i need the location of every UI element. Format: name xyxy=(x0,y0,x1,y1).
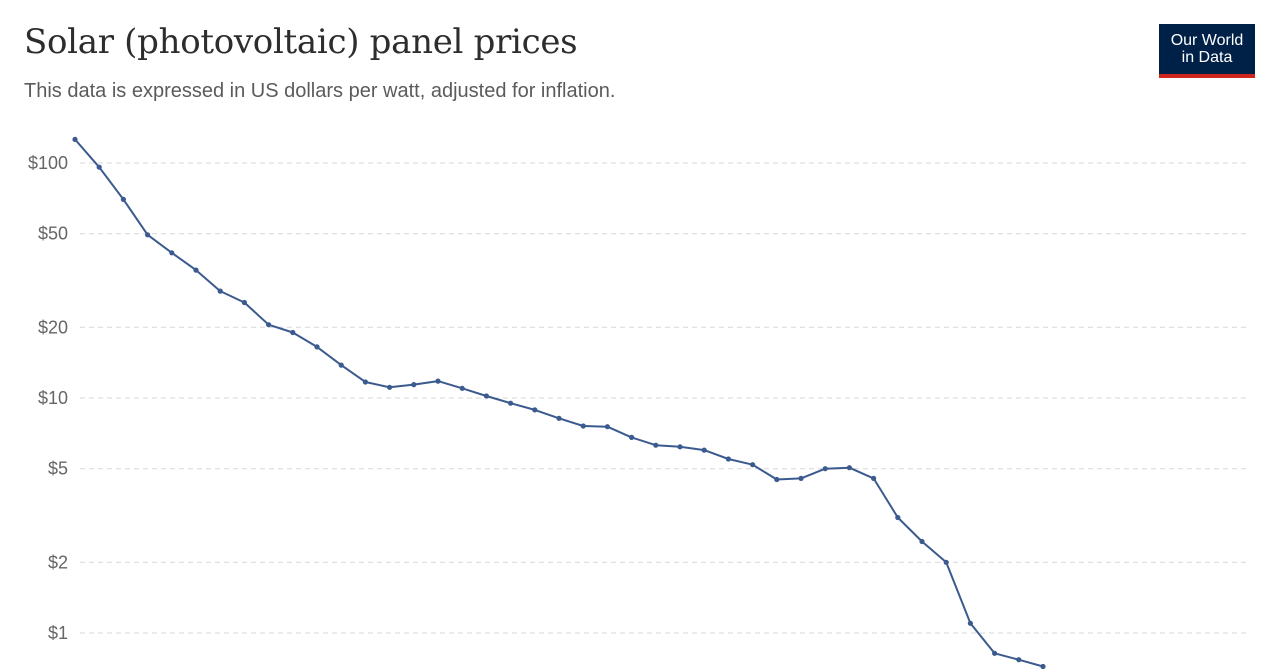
data-point[interactable] xyxy=(508,400,514,406)
data-point[interactable] xyxy=(992,650,998,656)
y-tick-label: $2 xyxy=(48,552,68,572)
y-tick-label: $1 xyxy=(48,623,68,643)
data-point[interactable] xyxy=(362,379,368,385)
series-points xyxy=(72,136,1046,670)
data-point[interactable] xyxy=(701,447,707,453)
y-tick-label: $5 xyxy=(48,459,68,479)
data-point[interactable] xyxy=(1016,657,1022,663)
series-line xyxy=(74,138,1044,668)
chart-title: Solar (photovoltaic) panel prices xyxy=(24,22,578,62)
data-point[interactable] xyxy=(459,385,465,391)
y-tick-label: $100 xyxy=(28,153,68,173)
data-point[interactable] xyxy=(483,393,489,399)
y-tick-label: $20 xyxy=(38,317,68,337)
data-point[interactable] xyxy=(532,407,538,413)
data-point[interactable] xyxy=(629,434,635,440)
data-point[interactable] xyxy=(314,344,320,350)
y-tick-label: $50 xyxy=(38,224,68,244)
data-point[interactable] xyxy=(145,232,151,238)
data-point[interactable] xyxy=(96,164,102,170)
data-point[interactable] xyxy=(725,456,732,462)
data-point[interactable] xyxy=(750,462,756,468)
data-point[interactable] xyxy=(290,329,296,336)
data-point[interactable] xyxy=(1040,663,1046,670)
data-point[interactable] xyxy=(822,466,828,472)
y-tick-label: $10 xyxy=(38,388,68,408)
data-point[interactable] xyxy=(241,299,247,306)
y-axis-ticks: $100 $50 $20 $10 $5 $2 $1 xyxy=(28,153,68,643)
data-point[interactable] xyxy=(774,476,780,483)
data-point[interactable] xyxy=(556,415,562,421)
chart-subtitle: This data is expressed in US dollars per… xyxy=(24,80,616,102)
data-point[interactable] xyxy=(338,362,344,368)
data-point[interactable] xyxy=(871,475,877,481)
data-point[interactable] xyxy=(266,322,272,328)
data-point[interactable] xyxy=(169,250,175,256)
data-point[interactable] xyxy=(895,514,901,521)
data-point[interactable] xyxy=(967,620,974,626)
data-point[interactable] xyxy=(217,288,223,294)
data-point[interactable] xyxy=(846,465,853,471)
data-point[interactable] xyxy=(435,378,441,384)
data-point[interactable] xyxy=(677,444,683,450)
data-point[interactable] xyxy=(604,424,611,430)
data-point[interactable] xyxy=(919,538,925,545)
grid-lines xyxy=(80,162,1250,634)
data-point[interactable] xyxy=(580,423,586,429)
logo-line-1: Our World xyxy=(1170,32,1244,49)
data-point[interactable] xyxy=(653,442,659,448)
data-point[interactable] xyxy=(193,267,199,273)
logo-line-2: in Data xyxy=(1181,49,1233,66)
data-point[interactable] xyxy=(943,559,949,565)
owid-logo[interactable]: Our World in Data xyxy=(1159,24,1255,78)
data-point[interactable] xyxy=(411,382,417,388)
data-point[interactable] xyxy=(798,475,804,481)
data-point[interactable] xyxy=(72,136,78,142)
data-point[interactable] xyxy=(120,196,126,202)
data-point[interactable] xyxy=(387,384,393,390)
